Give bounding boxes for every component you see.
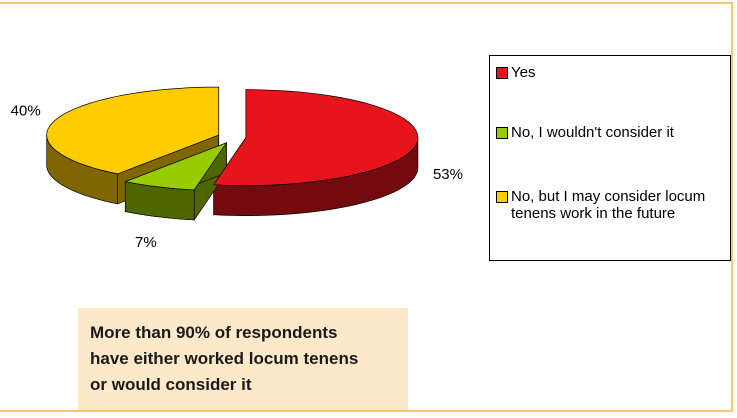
slice (124, 142, 228, 191)
frame (0, 2, 733, 412)
annotation-line: have either worked locum tenens (90, 349, 359, 368)
legend-swatch (496, 191, 508, 203)
data-label: 7% (135, 234, 157, 251)
data-label: 40% (11, 102, 41, 119)
legend-item: Yes (496, 64, 723, 81)
annotation-box: More than 90% of respondents have either … (78, 308, 408, 410)
legend-label: No, I wouldn't consider it (511, 124, 674, 141)
legend-label: No, but I may consider locum tenens work… (511, 188, 706, 222)
data-label: 53% (433, 166, 463, 183)
annotation-line: or would consider it (90, 375, 252, 394)
legend-swatch (496, 127, 508, 139)
legend-item: No, I wouldn't consider it (496, 124, 723, 141)
slice (46, 86, 220, 175)
slice (213, 89, 419, 186)
annotation-line: More than 90% of respondents (90, 323, 338, 342)
legend-swatch (496, 67, 508, 79)
legend-label: Yes (511, 64, 536, 81)
legend-item: No, but I may consider locum tenens work… (496, 188, 723, 222)
legend: Yes No, I wouldn't consider it No, but I m… (489, 55, 731, 261)
